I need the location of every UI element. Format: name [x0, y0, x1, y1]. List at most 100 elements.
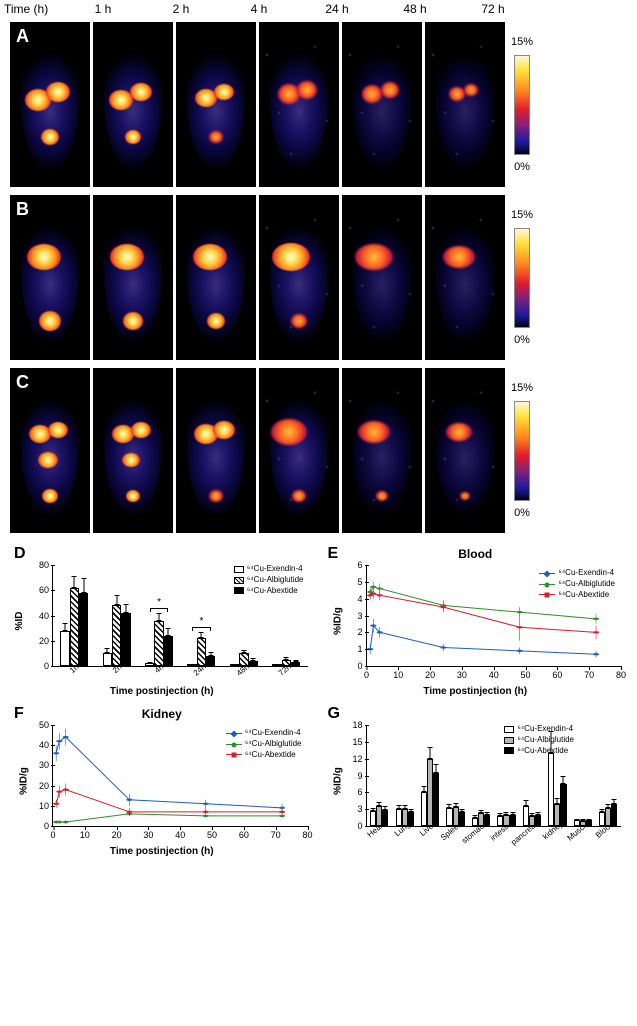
line-green-icon: [226, 744, 242, 745]
pet-scan: [425, 22, 505, 187]
ytick: 3: [339, 611, 363, 621]
ytick: 18: [339, 720, 363, 730]
time-label: Time (h): [4, 2, 64, 16]
ytick: 6: [339, 787, 363, 797]
pet-scan: [93, 195, 173, 360]
xtick: 10: [393, 670, 403, 680]
timepoint-label: 48 h: [376, 2, 454, 16]
plot-G: ⁶⁴Cu-Exendin-4 ⁶⁴Cu-Albiglutide ⁶⁴Cu-Abe…: [366, 725, 622, 827]
ytick: 60: [25, 585, 49, 595]
swatch-open-icon: [234, 566, 244, 573]
panel-letter-A: A: [16, 26, 29, 47]
charts-grid: D %ID ⁶⁴Cu-Exendin-4 ⁶⁴Cu-Albiglutide ⁶⁴…: [0, 539, 637, 859]
timepoint-label: 72 h: [454, 2, 532, 16]
xtick: 0: [364, 670, 369, 680]
ytick: 12: [339, 754, 363, 764]
pet-scan: [93, 22, 173, 187]
pet-scan: [259, 195, 339, 360]
bar: [510, 815, 516, 826]
chart-D: D %ID ⁶⁴Cu-Exendin-4 ⁶⁴Cu-Albiglutide ⁶⁴…: [6, 543, 318, 699]
legend-ab: ⁶⁴Cu-Abextide: [247, 586, 298, 597]
pet-scan: [93, 368, 173, 533]
xlabel-F: Time postinjection (h): [6, 846, 318, 857]
ytick: 0: [25, 661, 49, 671]
ytick: 0: [25, 821, 49, 831]
bar: [60, 631, 69, 666]
cb-min: 0%: [514, 334, 530, 346]
bar: [187, 664, 196, 666]
bar: [249, 661, 258, 666]
panel-letter-D: D: [14, 545, 26, 563]
bar: [282, 660, 291, 666]
scan-row-B: B 15%0%: [0, 193, 637, 366]
legend-ex: ⁶⁴Cu-Exendin-4: [517, 724, 573, 735]
bar: [272, 664, 281, 666]
xtick: 70: [271, 830, 281, 840]
cb-min: 0%: [514, 161, 530, 173]
plot-F: ⁶⁴Cu-Exendin-4 ⁶⁴Cu-Albiglutide ⁶⁴Cu-Abe…: [52, 725, 308, 827]
ytick: 2: [339, 627, 363, 637]
legend-ex: ⁶⁴Cu-Exendin-4: [247, 564, 303, 575]
scan-panels: A15%0% B 15%0% C15%0%: [0, 20, 637, 539]
ytick: 6: [339, 560, 363, 570]
pet-scan: [176, 195, 256, 360]
xtick: 20: [112, 830, 122, 840]
swatch-solid-icon: [234, 587, 244, 594]
bar: [586, 820, 592, 826]
xlabel-D: Time postinjection (h): [6, 686, 318, 697]
legend-E: ⁶⁴Cu-Exendin-4 ⁶⁴Cu-Albiglutide ⁶⁴Cu-Abe…: [537, 567, 617, 601]
bar: [79, 593, 88, 666]
xtick: 20: [425, 670, 435, 680]
ytick: 5: [339, 577, 363, 587]
bar: [121, 613, 130, 666]
bar: [611, 804, 617, 826]
bar: [103, 653, 112, 666]
ytick: 4: [339, 594, 363, 604]
timepoint-label: 2 h: [142, 2, 220, 16]
plot-E: ⁶⁴Cu-Exendin-4 ⁶⁴Cu-Albiglutide ⁶⁴Cu-Abe…: [366, 565, 622, 667]
ytick: 1: [339, 644, 363, 654]
bar: [484, 815, 490, 826]
swatch-open-icon: [504, 726, 514, 733]
legend-ab: ⁶⁴Cu-Abextide: [558, 590, 609, 601]
legend-ab: ⁶⁴Cu-Abextide: [517, 746, 568, 757]
xtick: 30: [457, 670, 467, 680]
bar: [197, 638, 206, 666]
legend-ex: ⁶⁴Cu-Exendin-4: [245, 728, 301, 739]
plot-D: ⁶⁴Cu-Exendin-4 ⁶⁴Cu-Albiglutide ⁶⁴Cu-Abe…: [52, 565, 308, 667]
pet-scan: [425, 368, 505, 533]
timepoint-label: 24 h: [298, 2, 376, 16]
title-F: Kidney: [6, 707, 318, 721]
ytick: 15: [339, 737, 363, 747]
pet-scan: [342, 368, 422, 533]
xtick: 30: [143, 830, 153, 840]
chart-E: E Blood %ID/g ⁶⁴Cu-Exendin-4 ⁶⁴Cu-Albigl…: [320, 543, 632, 699]
colorbar-gradient-icon: [514, 55, 530, 155]
xtick: 80: [302, 830, 312, 840]
bar: [291, 662, 300, 666]
chart-G: G %ID/g ⁶⁴Cu-Exendin-4 ⁶⁴Cu-Albiglutide …: [320, 703, 632, 859]
bar: [433, 773, 439, 826]
ytick: 80: [25, 560, 49, 570]
cb-min: 0%: [514, 507, 530, 519]
scan-row-A: A15%0%: [0, 20, 637, 193]
ytick: 40: [25, 740, 49, 750]
colorbar: 15%0%: [511, 195, 533, 360]
pet-scan: [425, 195, 505, 360]
legend-ex: ⁶⁴Cu-Exendin-4: [558, 568, 614, 579]
pet-scan: [342, 22, 422, 187]
legend-al: ⁶⁴Cu-Albiglutide: [558, 579, 615, 590]
ytick: 40: [25, 611, 49, 621]
bar: [408, 812, 414, 826]
swatch-hatch-icon: [234, 577, 244, 584]
scan-row-C: C15%0%: [0, 366, 637, 539]
line-blue-icon: [226, 733, 242, 734]
time-header: Time (h) 1 h2 h4 h24 h48 h72 h: [0, 0, 637, 20]
panel-letter-B: B: [16, 199, 29, 220]
xlabel-E: Time postinjection (h): [320, 686, 632, 697]
legend-al: ⁶⁴Cu-Albiglutide: [245, 739, 302, 750]
bar: [239, 653, 248, 666]
legend-D: ⁶⁴Cu-Exendin-4 ⁶⁴Cu-Albiglutide ⁶⁴Cu-Abe…: [232, 563, 306, 597]
pet-scan: [176, 368, 256, 533]
bar: [154, 621, 163, 666]
